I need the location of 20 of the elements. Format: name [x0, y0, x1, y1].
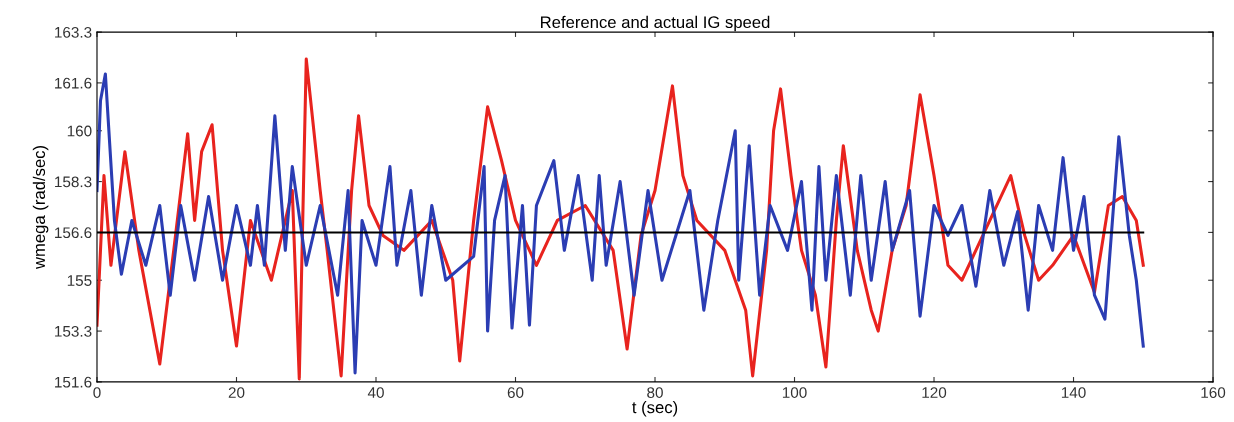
y-axis-title: wmega (rad/sec) — [32, 145, 49, 270]
x-tick-label: 60 — [507, 387, 524, 398]
x-tick-label: 100 — [782, 387, 807, 398]
y-tick-label: 151.6 — [55, 376, 92, 388]
x-tick-label: 0 — [93, 387, 101, 398]
x-tick-label: 120 — [922, 387, 947, 398]
x-tick-label: 140 — [1061, 387, 1086, 398]
y-tick-label: 161.6 — [55, 77, 92, 89]
y-tick-label: 163.3 — [55, 26, 92, 38]
x-axis-title: t (sec) — [632, 401, 678, 417]
x-tick-label: 40 — [367, 387, 384, 398]
x-tick-label: 80 — [647, 387, 663, 398]
x-tick-label: 20 — [228, 387, 245, 398]
y-tick-label: 158.3 — [55, 176, 92, 188]
y-tick-label: 160 — [67, 125, 92, 137]
y-tick-label: 155 — [67, 275, 92, 286]
y-tick-label: 153.3 — [55, 325, 92, 337]
x-tick-label: 160 — [1201, 387, 1226, 398]
y-tick-label: 156.6 — [55, 227, 92, 239]
chart-title: Reference and actual IG speed — [541, 15, 770, 32]
